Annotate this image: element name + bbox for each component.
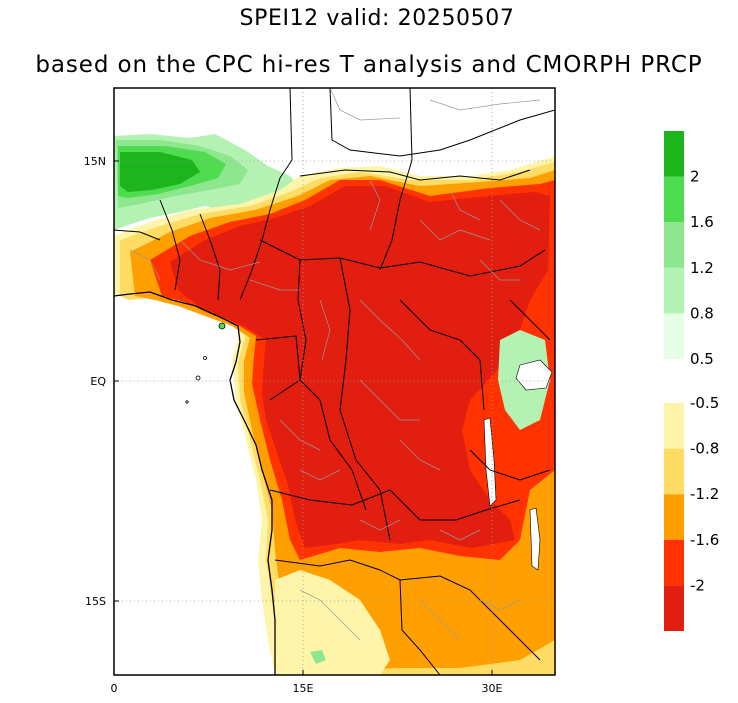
island-bioko — [218, 322, 226, 330]
x-tick-label-0: 0 — [111, 682, 118, 695]
title-line-2: based on the CPC hi-res T analysis and C… — [35, 52, 703, 78]
island-principe — [203, 356, 207, 360]
country-borders — [114, 88, 555, 675]
colorbar-wet-swatch-3 — [664, 176, 684, 223]
lake-tanganyika — [483, 417, 497, 507]
x-tick-label-2: 30E — [482, 682, 503, 695]
map-plot-area — [114, 88, 555, 675]
y-tick-label-2: 15S — [85, 595, 106, 608]
colorbar-wet-label-3: 1.6 — [690, 213, 714, 231]
colorbar-dry-swatch-2 — [664, 494, 684, 540]
island-sao-tome — [195, 375, 201, 381]
colorbar-dry-swatch-1 — [664, 448, 684, 495]
colorbar-wet-label-0: 0.5 — [690, 350, 714, 368]
colorbar-dry-swatch-0 — [664, 403, 684, 449]
gridlines — [114, 88, 555, 675]
colorbar-wet-label-2: 1.2 — [690, 259, 714, 277]
colorbar-dry-label-3: -1.6 — [690, 531, 719, 549]
coastline — [114, 291, 276, 675]
island-annobon — [185, 400, 189, 404]
colorbar-dry-label-2: -1.2 — [690, 485, 719, 503]
lake-malawi — [529, 507, 541, 571]
colorbar-dry-label-4: -2 — [690, 576, 705, 594]
colorbar-wet-label-1: 0.8 — [690, 304, 714, 322]
colorbar-dry-label-0: -0.5 — [690, 394, 719, 412]
x-tick-label-1: 15E — [293, 682, 314, 695]
dry-region-southwest — [275, 570, 390, 675]
colorbar-wet-swatch-2 — [664, 222, 684, 268]
y-tick-label-0: 15N — [84, 155, 106, 168]
colorbar-wet-swatch-1 — [664, 267, 684, 314]
admin-borders — [129, 88, 541, 641]
colorbar: 0.5 0.8 1.2 1.6 2 -0.5 -0.8 -1.2 -1.6 -2 — [664, 131, 719, 631]
axes: 0 15E 30E 15N EQ 15S — [84, 155, 503, 695]
y-tick-label-1: EQ — [90, 375, 106, 388]
lake-victoria — [515, 359, 553, 391]
wet-spot-south — [310, 650, 326, 664]
colorbar-wet-swatch-0 — [664, 313, 684, 359]
title-line-1: SPEI12 valid: 20250507 — [239, 6, 515, 31]
colorbar-dry-swatch-4 — [664, 585, 684, 631]
wet-region-darkest — [120, 152, 200, 192]
dry-region-exceptional — [170, 186, 550, 548]
colorbar-wet-swatch-4 — [664, 131, 684, 177]
colorbar-dry-label-1: -0.8 — [690, 440, 719, 458]
colorbar-wet-label-4: 2 — [690, 168, 700, 186]
colorbar-dry-swatch-3 — [664, 539, 684, 586]
